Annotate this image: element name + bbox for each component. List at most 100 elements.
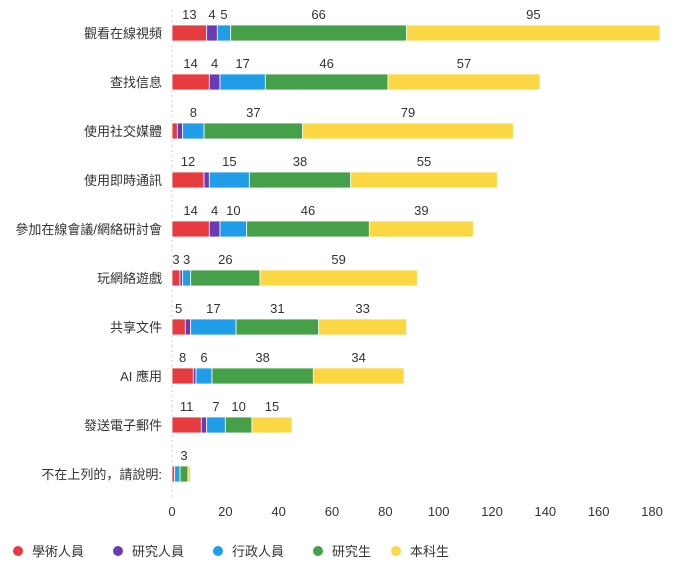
category-label: 使用即時通訊 bbox=[84, 173, 162, 188]
x-tick-label: 40 bbox=[271, 504, 285, 519]
data-label: 5 bbox=[175, 301, 182, 316]
data-label: 79 bbox=[401, 105, 415, 120]
category-label: 不在上列的，請說明: bbox=[41, 467, 162, 482]
legend-marker bbox=[213, 546, 223, 556]
data-label: 3 bbox=[172, 252, 179, 267]
bar-segment bbox=[171, 220, 210, 238]
data-label: 59 bbox=[331, 252, 345, 267]
bar-segment bbox=[206, 416, 226, 434]
data-label: 66 bbox=[311, 7, 325, 22]
data-label: 7 bbox=[212, 399, 219, 414]
bar-segment bbox=[211, 367, 314, 385]
data-label: 13 bbox=[182, 7, 196, 22]
data-label: 6 bbox=[200, 350, 207, 365]
data-label: 15 bbox=[265, 399, 279, 414]
bar-segment bbox=[219, 220, 248, 238]
bar-segment bbox=[216, 24, 232, 42]
legend-marker bbox=[391, 546, 401, 556]
bar-segment bbox=[251, 416, 293, 434]
data-label: 4 bbox=[211, 203, 218, 218]
legend-label: 學術人員 bbox=[32, 544, 84, 559]
bar-segment bbox=[182, 269, 192, 287]
legend-marker bbox=[313, 546, 323, 556]
data-label: 8 bbox=[190, 105, 197, 120]
data-label: 33 bbox=[355, 301, 369, 316]
bar-segment bbox=[219, 73, 266, 91]
x-tick-label: 0 bbox=[168, 504, 175, 519]
bar-segment bbox=[171, 318, 186, 336]
data-label: 95 bbox=[526, 7, 540, 22]
data-label: 26 bbox=[218, 252, 232, 267]
data-label: 39 bbox=[414, 203, 428, 218]
legend-label: 本科生 bbox=[410, 544, 449, 559]
data-label: 34 bbox=[351, 350, 365, 365]
data-label: 8 bbox=[179, 350, 186, 365]
category-label: 發送電子郵件 bbox=[84, 418, 162, 433]
data-label: 55 bbox=[417, 154, 431, 169]
bar-segment bbox=[203, 122, 304, 140]
legend-marker bbox=[113, 546, 123, 556]
bar-segment bbox=[171, 269, 181, 287]
bar-segment bbox=[246, 220, 370, 238]
data-label: 37 bbox=[246, 105, 260, 120]
x-tick-label: 160 bbox=[588, 504, 610, 519]
category-label: 查找信息 bbox=[110, 75, 162, 90]
bar-segment bbox=[259, 269, 418, 287]
bar-segment bbox=[318, 318, 408, 336]
data-label: 17 bbox=[206, 301, 220, 316]
data-label: 10 bbox=[231, 399, 245, 414]
data-label: 38 bbox=[293, 154, 307, 169]
data-label: 4 bbox=[208, 7, 215, 22]
x-tick-label: 180 bbox=[641, 504, 663, 519]
bar-segment bbox=[302, 122, 514, 140]
category-label: 使用社交媒體 bbox=[84, 124, 162, 139]
category-label: 觀看在線視頻 bbox=[84, 26, 162, 41]
bar-segment bbox=[208, 220, 221, 238]
bar-segment bbox=[235, 318, 320, 336]
bar-segment bbox=[184, 318, 192, 336]
bar-segment bbox=[171, 73, 210, 91]
category-label: 參加在線會議/網絡研討會 bbox=[15, 222, 162, 237]
bar-segment bbox=[171, 171, 205, 189]
data-label: 10 bbox=[226, 203, 240, 218]
bar-segment bbox=[200, 416, 208, 434]
bar-segment bbox=[406, 24, 661, 42]
bar-segment bbox=[312, 367, 405, 385]
bar-segment bbox=[350, 171, 498, 189]
bar-segment bbox=[387, 73, 541, 91]
bar-segment bbox=[176, 122, 184, 140]
bar-segment bbox=[182, 122, 205, 140]
data-label: 12 bbox=[181, 154, 195, 169]
legend-label: 研究人員 bbox=[132, 544, 184, 559]
x-tick-label: 120 bbox=[481, 504, 503, 519]
x-tick-label: 60 bbox=[325, 504, 339, 519]
category-label: 玩網絡遊戲 bbox=[97, 271, 162, 286]
bar-segment bbox=[179, 465, 189, 483]
bar-segment bbox=[190, 269, 261, 287]
legend-marker bbox=[13, 546, 23, 556]
data-label: 3 bbox=[180, 448, 187, 463]
bar-segment bbox=[171, 367, 194, 385]
bar-segment bbox=[195, 367, 213, 385]
data-label: 4 bbox=[211, 56, 218, 71]
bar-segment bbox=[248, 171, 352, 189]
bar-segment bbox=[190, 318, 237, 336]
data-label: 46 bbox=[319, 56, 333, 71]
bar-segment bbox=[208, 73, 221, 91]
x-tick-label: 80 bbox=[378, 504, 392, 519]
data-label: 14 bbox=[183, 203, 197, 218]
data-label: 5 bbox=[220, 7, 227, 22]
bar-segment bbox=[203, 171, 210, 189]
x-tick-label: 140 bbox=[534, 504, 556, 519]
bar-segment bbox=[174, 465, 181, 483]
bar-segment bbox=[230, 24, 408, 42]
legend-label: 行政人員 bbox=[232, 544, 284, 559]
x-tick-label: 20 bbox=[218, 504, 232, 519]
bar-segment bbox=[206, 24, 218, 42]
x-tick-label: 100 bbox=[428, 504, 450, 519]
data-label: 31 bbox=[270, 301, 284, 316]
data-label: 46 bbox=[301, 203, 315, 218]
bar-segment bbox=[171, 122, 178, 140]
